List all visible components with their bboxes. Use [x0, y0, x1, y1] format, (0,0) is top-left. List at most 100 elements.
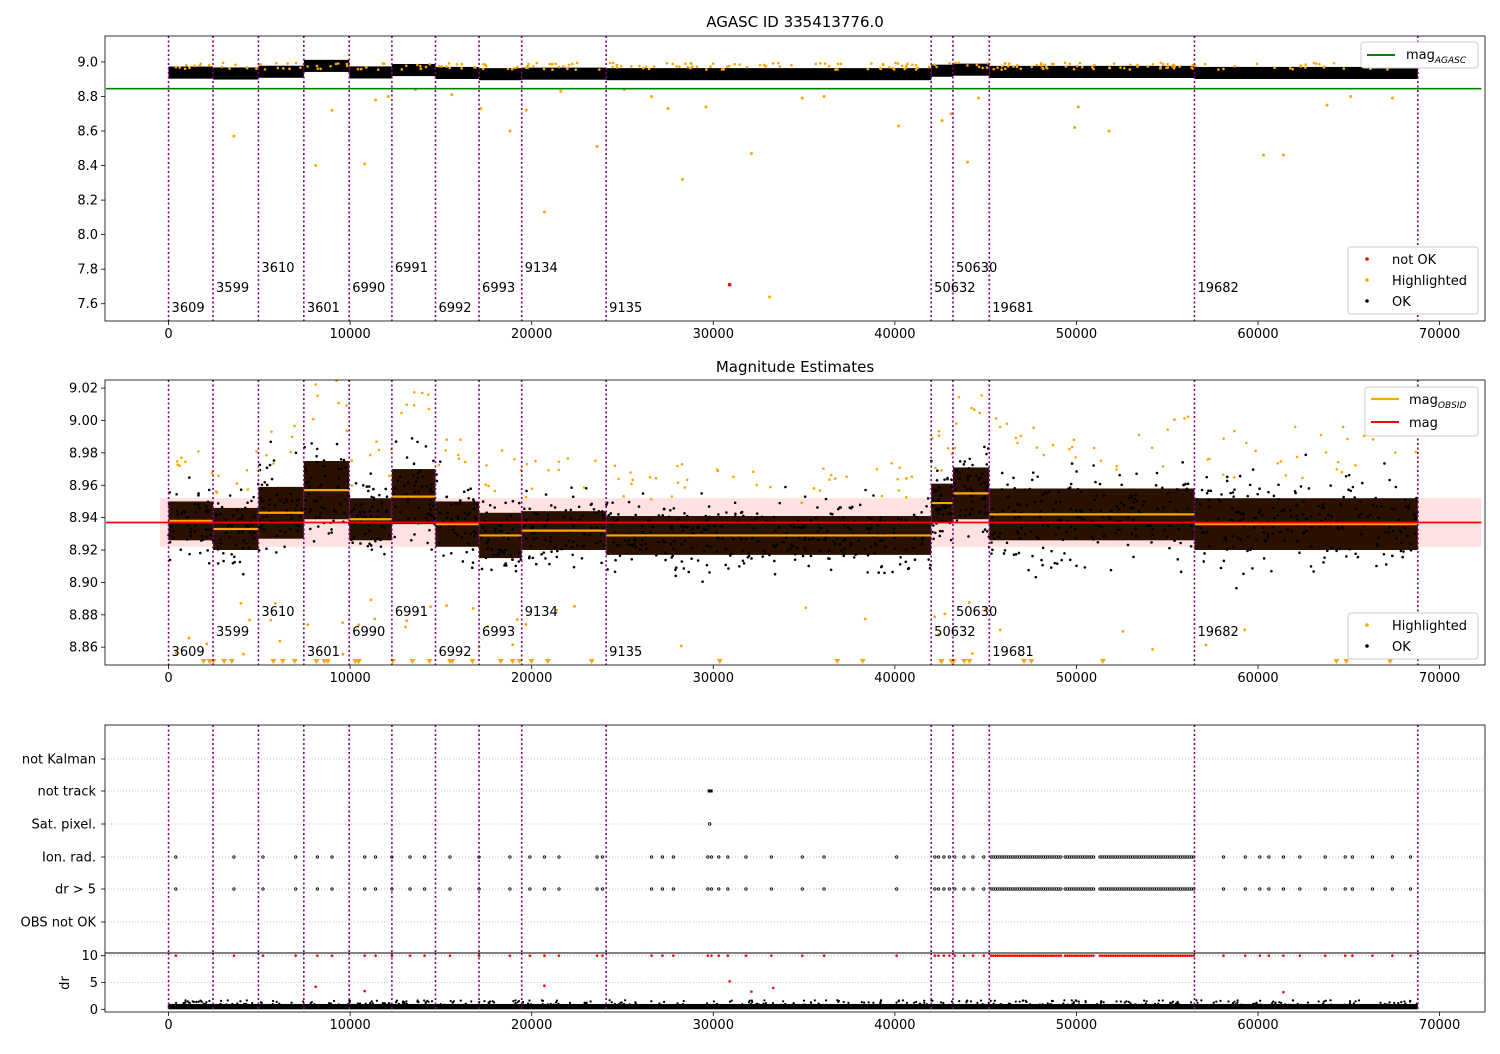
dr-point: [1125, 1000, 1128, 1003]
ok-point: [1391, 554, 1394, 558]
y-tick-label: 8.86: [69, 641, 98, 656]
ok-point: [373, 498, 376, 501]
dr-point: [277, 1004, 280, 1008]
highlighted-point: [1070, 445, 1074, 449]
ok-point: [428, 489, 432, 493]
ok-point: [1075, 470, 1078, 473]
ok-point: [841, 516, 845, 519]
ok-point: [893, 536, 897, 540]
highlighted-point: [420, 391, 424, 395]
dr-point: [919, 1005, 922, 1008]
dr-flag-point: [261, 954, 265, 957]
dr-flag-point: [1111, 954, 1115, 957]
ok-point: [207, 488, 211, 492]
dr-point: [1388, 1001, 1391, 1004]
dr-flag-point: [1013, 954, 1017, 957]
dr-point: [614, 1004, 617, 1007]
ok-point: [682, 525, 685, 528]
ok-point: [690, 546, 694, 550]
highlighted-point: [769, 485, 772, 489]
dr-point: [1338, 1004, 1341, 1008]
dr-flag-point: [895, 954, 898, 957]
highlighted-point: [1121, 629, 1125, 633]
dr-point: [202, 1002, 205, 1005]
ok-point: [1134, 534, 1138, 538]
ok-point: [209, 533, 212, 537]
highlighted-point: [445, 438, 448, 441]
ok-point: [424, 516, 428, 520]
ok-point: [1293, 489, 1297, 493]
flag-point: [508, 887, 512, 891]
ok-point: [1136, 499, 1139, 503]
ok-point: [1199, 526, 1203, 530]
highlighted-point: [506, 67, 510, 71]
legend-highlighted-marker: [1365, 278, 1369, 282]
ok-point: [913, 558, 917, 561]
highlighted-point: [880, 494, 884, 498]
ok-point: [1150, 541, 1153, 544]
ok-point: [943, 506, 947, 510]
ok-point: [572, 524, 575, 528]
dr-flag-point: [1222, 954, 1225, 957]
flag-point: [261, 855, 265, 859]
flag-point: [1370, 855, 1375, 859]
ok-point: [1402, 550, 1405, 553]
ok-point: [1360, 533, 1363, 536]
ok-point: [1006, 495, 1010, 499]
ok-point: [1168, 500, 1172, 504]
highlighted-point: [897, 489, 901, 492]
ok-point: [230, 523, 234, 527]
dr-point: [1190, 1004, 1193, 1007]
flag-point: [1221, 887, 1226, 891]
ok-point: [1258, 487, 1261, 491]
off-scale-marker: [961, 659, 968, 664]
dr-point: [965, 1001, 968, 1004]
ok-point: [351, 541, 354, 545]
ok-point: [681, 529, 685, 532]
ok-point: [543, 538, 547, 541]
dr-point: [1354, 1005, 1357, 1008]
dr-point: [628, 1003, 631, 1006]
dr-point: [1050, 999, 1053, 1002]
ok-point: [896, 517, 900, 520]
ok-point: [953, 482, 957, 485]
dr-point: [1245, 1005, 1248, 1008]
ok-point: [789, 547, 792, 551]
highlighted-point: [456, 453, 460, 457]
highlighted-point: [998, 628, 1002, 632]
dr-point: [1400, 1004, 1403, 1007]
dr-point: [1038, 1003, 1042, 1006]
flag-point: [1221, 855, 1226, 859]
ok-point: [1341, 527, 1344, 530]
highlighted-point: [341, 621, 344, 625]
flag-point: [595, 855, 599, 859]
flag-point: [422, 887, 427, 891]
ok-point: [228, 535, 232, 539]
flag-point: [315, 887, 320, 891]
ok-point: [337, 467, 340, 470]
off-scale-marker: [1333, 659, 1340, 664]
dr-point: [1102, 1001, 1105, 1004]
dr-flag-point: [1063, 954, 1067, 957]
ok-point: [1154, 484, 1158, 487]
ok-point: [963, 460, 967, 463]
highlighted-point: [532, 65, 535, 68]
ok-point: [175, 509, 179, 513]
ok-point: [932, 524, 935, 527]
ok-point: [304, 499, 307, 502]
ok-point: [463, 511, 467, 515]
dr-point: [664, 1004, 667, 1007]
dr-point: [993, 999, 996, 1002]
y-tick-label: 8.96: [69, 479, 98, 494]
highlighted-point: [289, 450, 293, 454]
ok-point: [1013, 487, 1016, 490]
dr-flag-point: [1052, 954, 1056, 957]
ok-point: [394, 505, 397, 509]
ok-point: [879, 516, 882, 519]
ok-point: [567, 539, 571, 542]
dr-point: [1270, 1002, 1274, 1005]
ok-point: [393, 535, 396, 539]
ok-point: [563, 515, 566, 519]
ok-point: [741, 549, 745, 552]
ok-point: [641, 492, 645, 495]
